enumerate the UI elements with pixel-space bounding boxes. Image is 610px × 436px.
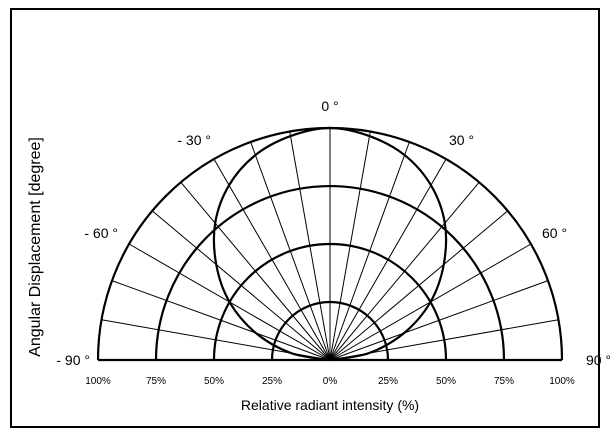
radial-tick-label: 25% [378, 376, 398, 387]
x-axis-label: Relative radiant intensity (%) [241, 397, 419, 413]
radial-tick-label: 50% [436, 376, 456, 387]
radial-tick-label: 0% [323, 376, 338, 387]
angle-label: 0 ° [321, 98, 338, 114]
radial-tick-label: 50% [204, 376, 224, 387]
angle-label: - 90 ° [56, 352, 90, 368]
angle-labels: - 90 ° - 60 ° - 30 ° 0 ° 30 ° 60 ° 90 ° [56, 98, 610, 368]
radial-tick-label: 25% [262, 376, 282, 387]
radiation-curve [212, 126, 448, 362]
radial-tick-label: 100% [549, 376, 575, 387]
radial-tick-label: 75% [494, 376, 514, 387]
y-axis-label: Angular Displacement [degree] [27, 137, 44, 357]
series-curve-0 [212, 126, 448, 362]
angle-label: 90 ° [586, 352, 610, 368]
ring-75 [154, 184, 506, 361]
ring-25 [270, 300, 390, 361]
radial-labels: 100% 75% 50% 25% 0% 25% 50% 75% 100% [85, 376, 575, 387]
angle-label: - 60 ° [84, 225, 118, 241]
angle-label: - 30 ° [177, 132, 211, 148]
ring-50 [212, 242, 448, 361]
angle-label: 60 ° [542, 225, 567, 241]
radial-tick-label: 100% [85, 376, 111, 387]
angle-label: 30 ° [449, 132, 474, 148]
radial-tick-label: 75% [146, 376, 166, 387]
